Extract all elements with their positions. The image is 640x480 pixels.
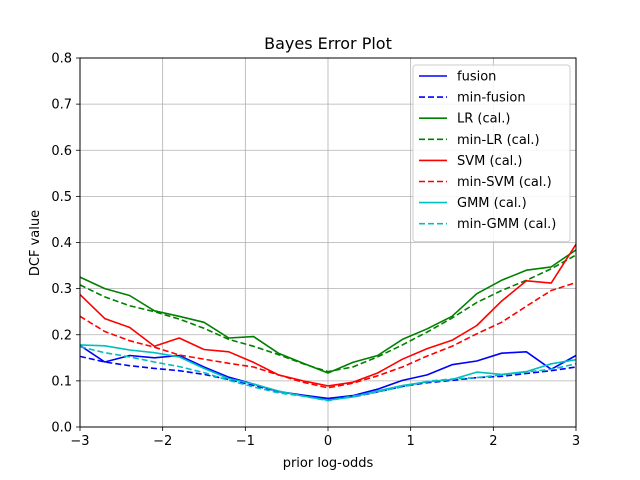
y-tick-label: 0.0: [51, 421, 72, 436]
legend-label-1: min-fusion: [457, 91, 526, 106]
series-line-5: [79, 281, 577, 389]
y-tick-label: 0.2: [51, 328, 72, 343]
legend-label-5: min-SVM (cal.): [457, 175, 552, 190]
legend-label-6: GMM (cal.): [457, 196, 527, 211]
legend-label-7: min-GMM (cal.): [457, 217, 556, 232]
y-tick-label: 0.6: [51, 144, 72, 159]
x-tick-label: −2: [153, 434, 172, 449]
x-axis-ticks: −3 −2 −1 0 1 2 3: [70, 427, 580, 449]
chart-title: Bayes Error Plot: [264, 34, 392, 53]
x-tick-label: −1: [236, 434, 255, 449]
series-line-2: [79, 249, 577, 374]
series-line-4: [79, 243, 577, 387]
x-tick-label: 1: [407, 434, 415, 449]
x-tick-label: 3: [572, 434, 580, 449]
legend-label-4: SVM (cal.): [457, 154, 523, 169]
legend-label-0: fusion: [457, 70, 496, 85]
x-tick-label: 2: [489, 434, 497, 449]
series-line-3: [79, 254, 577, 373]
x-tick-label: −3: [70, 434, 89, 449]
y-axis-ticks: 0.0 0.1 0.2 0.3 0.4 0.5 0.6 0.7 0.8: [51, 52, 80, 436]
y-tick-label: 0.1: [51, 374, 72, 389]
y-tick-label: 0.5: [51, 190, 72, 205]
y-tick-label: 0.7: [51, 98, 72, 113]
legend-box: [412, 64, 571, 243]
legend-label-3: min-LR (cal.): [457, 133, 540, 148]
legend: fusion min-fusion LR (cal.) min-LR (cal.) SV…: [412, 64, 571, 243]
y-tick-label: 0.8: [51, 52, 72, 67]
x-axis-label: prior log-odds: [283, 456, 374, 471]
series-line-7: [79, 345, 577, 402]
y-axis-label: DCF value: [28, 210, 43, 276]
legend-label-2: LR (cal.): [457, 112, 510, 127]
series-lines: [79, 243, 577, 402]
series-line-1: [79, 355, 577, 401]
y-tick-label: 0.4: [51, 236, 72, 251]
x-tick-label: 0: [324, 434, 332, 449]
y-tick-label: 0.3: [51, 282, 72, 297]
series-line-0: [79, 344, 577, 400]
